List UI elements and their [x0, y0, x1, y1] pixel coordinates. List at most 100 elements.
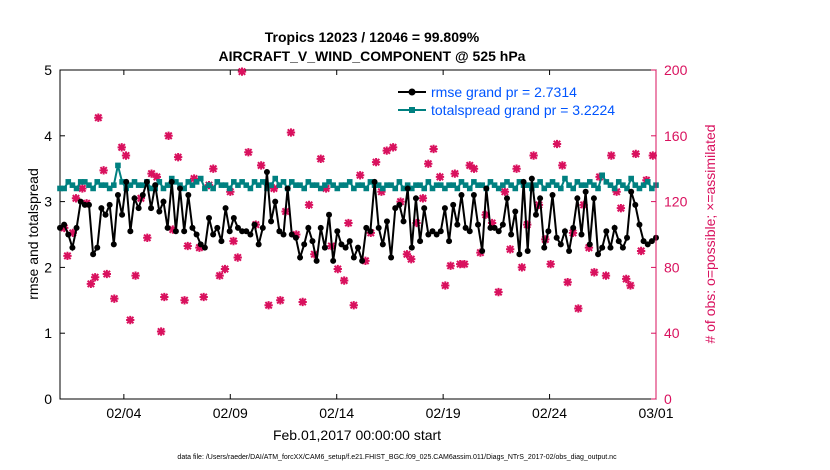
spread-point — [524, 182, 531, 188]
y-left-tick-label: 0 — [44, 391, 52, 407]
spread-point — [127, 182, 134, 188]
rmse-point — [297, 254, 304, 261]
spread-point — [65, 179, 72, 185]
obs-count-marker — [264, 301, 273, 310]
rmse-point — [90, 251, 97, 258]
rmse-point — [85, 201, 92, 208]
x-tick-label: 03/01 — [638, 405, 673, 421]
spread-point — [636, 185, 643, 192]
obs-count-marker — [429, 144, 438, 154]
obs-count-marker — [424, 159, 433, 168]
rmse-point — [516, 251, 523, 258]
rmse-point — [561, 228, 568, 235]
rmse-point — [127, 228, 134, 235]
y-left-tick-label: 1 — [44, 325, 52, 341]
obs-count-marker — [110, 294, 119, 303]
rmse-point — [148, 205, 155, 212]
spread-point — [239, 179, 245, 185]
rmse-point — [491, 224, 498, 231]
spread-point — [69, 182, 76, 188]
rmse-point — [119, 211, 126, 218]
spread-point — [131, 179, 138, 185]
spread-point — [396, 179, 403, 185]
obs-count-marker — [512, 164, 521, 173]
x-axis-ticks: 02/04 02/09 02/14 02/19 02/24 03/01 — [106, 70, 674, 421]
obs-count-marker — [316, 154, 325, 163]
obs-count-marker — [402, 250, 412, 259]
rmse-point — [408, 244, 415, 251]
rmse-point — [69, 244, 76, 251]
spread-point — [82, 179, 88, 185]
rmse-point — [524, 247, 531, 254]
spread-point — [582, 182, 589, 188]
spread-point — [462, 182, 469, 188]
legend-spread-label: totalspread grand pr = 3.2224 — [431, 102, 615, 118]
rmse-point — [475, 221, 482, 228]
rmse-point — [350, 254, 357, 261]
rmse-point — [317, 224, 324, 231]
spread-point — [479, 182, 485, 188]
obs-count-marker — [446, 261, 455, 270]
y-right-tick-label: 0 — [664, 391, 672, 407]
obs-count-marker — [377, 187, 386, 196]
obs-count-marker — [147, 169, 156, 178]
spread-point — [185, 179, 192, 185]
obs-count-marker — [546, 259, 555, 269]
spread-point — [640, 182, 647, 188]
spread-point — [334, 185, 341, 192]
chart-title: Tropics 12023 / 12046 = 99.809% — [265, 29, 480, 45]
rmse-point — [375, 224, 382, 231]
rmse-point — [98, 205, 105, 212]
spread-point — [346, 179, 353, 185]
obs-count-marker — [71, 194, 81, 203]
spread-point — [57, 185, 63, 192]
spread-point — [243, 182, 250, 188]
spread-point — [495, 185, 502, 192]
footer-data-file: data file: /Users/raeder/DAI/ATM_forcXX/… — [177, 454, 617, 461]
spread-point — [367, 179, 374, 185]
rmse-point — [450, 201, 457, 208]
rmse-point — [330, 257, 337, 264]
y-right-axis-ticks: 0 40 80 120 160 200 — [651, 62, 688, 407]
rmse-point — [185, 192, 192, 199]
rmse-point — [342, 244, 349, 251]
rmse-point — [193, 231, 200, 238]
spread-point — [102, 182, 109, 188]
obs-count-marker — [78, 184, 87, 193]
spread-point — [168, 175, 175, 182]
spread-point — [272, 175, 279, 182]
obs-count-marker — [237, 67, 247, 76]
obs-count-marker — [60, 223, 69, 233]
obs-count-marker — [517, 263, 527, 272]
spread-point — [429, 185, 436, 192]
spread-point — [255, 182, 262, 188]
obs-count-marker — [435, 172, 445, 182]
spread-point — [313, 182, 320, 188]
spread-point — [301, 185, 307, 192]
rmse-point — [624, 234, 631, 241]
spread-point — [545, 182, 552, 188]
rmse-point — [284, 185, 291, 192]
spread-point — [553, 182, 560, 188]
rmse-point — [429, 228, 436, 235]
rmse-point — [396, 201, 403, 208]
spread-point — [164, 182, 171, 188]
spread-point — [458, 179, 465, 185]
rmse-point — [181, 228, 188, 235]
obs-count-marker — [199, 292, 208, 302]
obs-count-marker — [173, 153, 183, 162]
rmse-point — [599, 244, 606, 251]
x-tick-label: 02/09 — [213, 405, 248, 421]
rmse-point — [272, 198, 279, 205]
obs-count-marker — [388, 143, 398, 152]
spread-point — [450, 182, 456, 188]
obs-count-marker — [523, 220, 532, 229]
rmse-point — [280, 231, 287, 238]
obs-count-marker — [131, 271, 140, 280]
spread-point — [202, 185, 208, 192]
spread-point — [375, 182, 382, 188]
obs-count-marker — [68, 228, 77, 238]
spread-point — [400, 185, 407, 192]
rmse-point — [545, 228, 552, 235]
rmse-point — [57, 224, 63, 231]
